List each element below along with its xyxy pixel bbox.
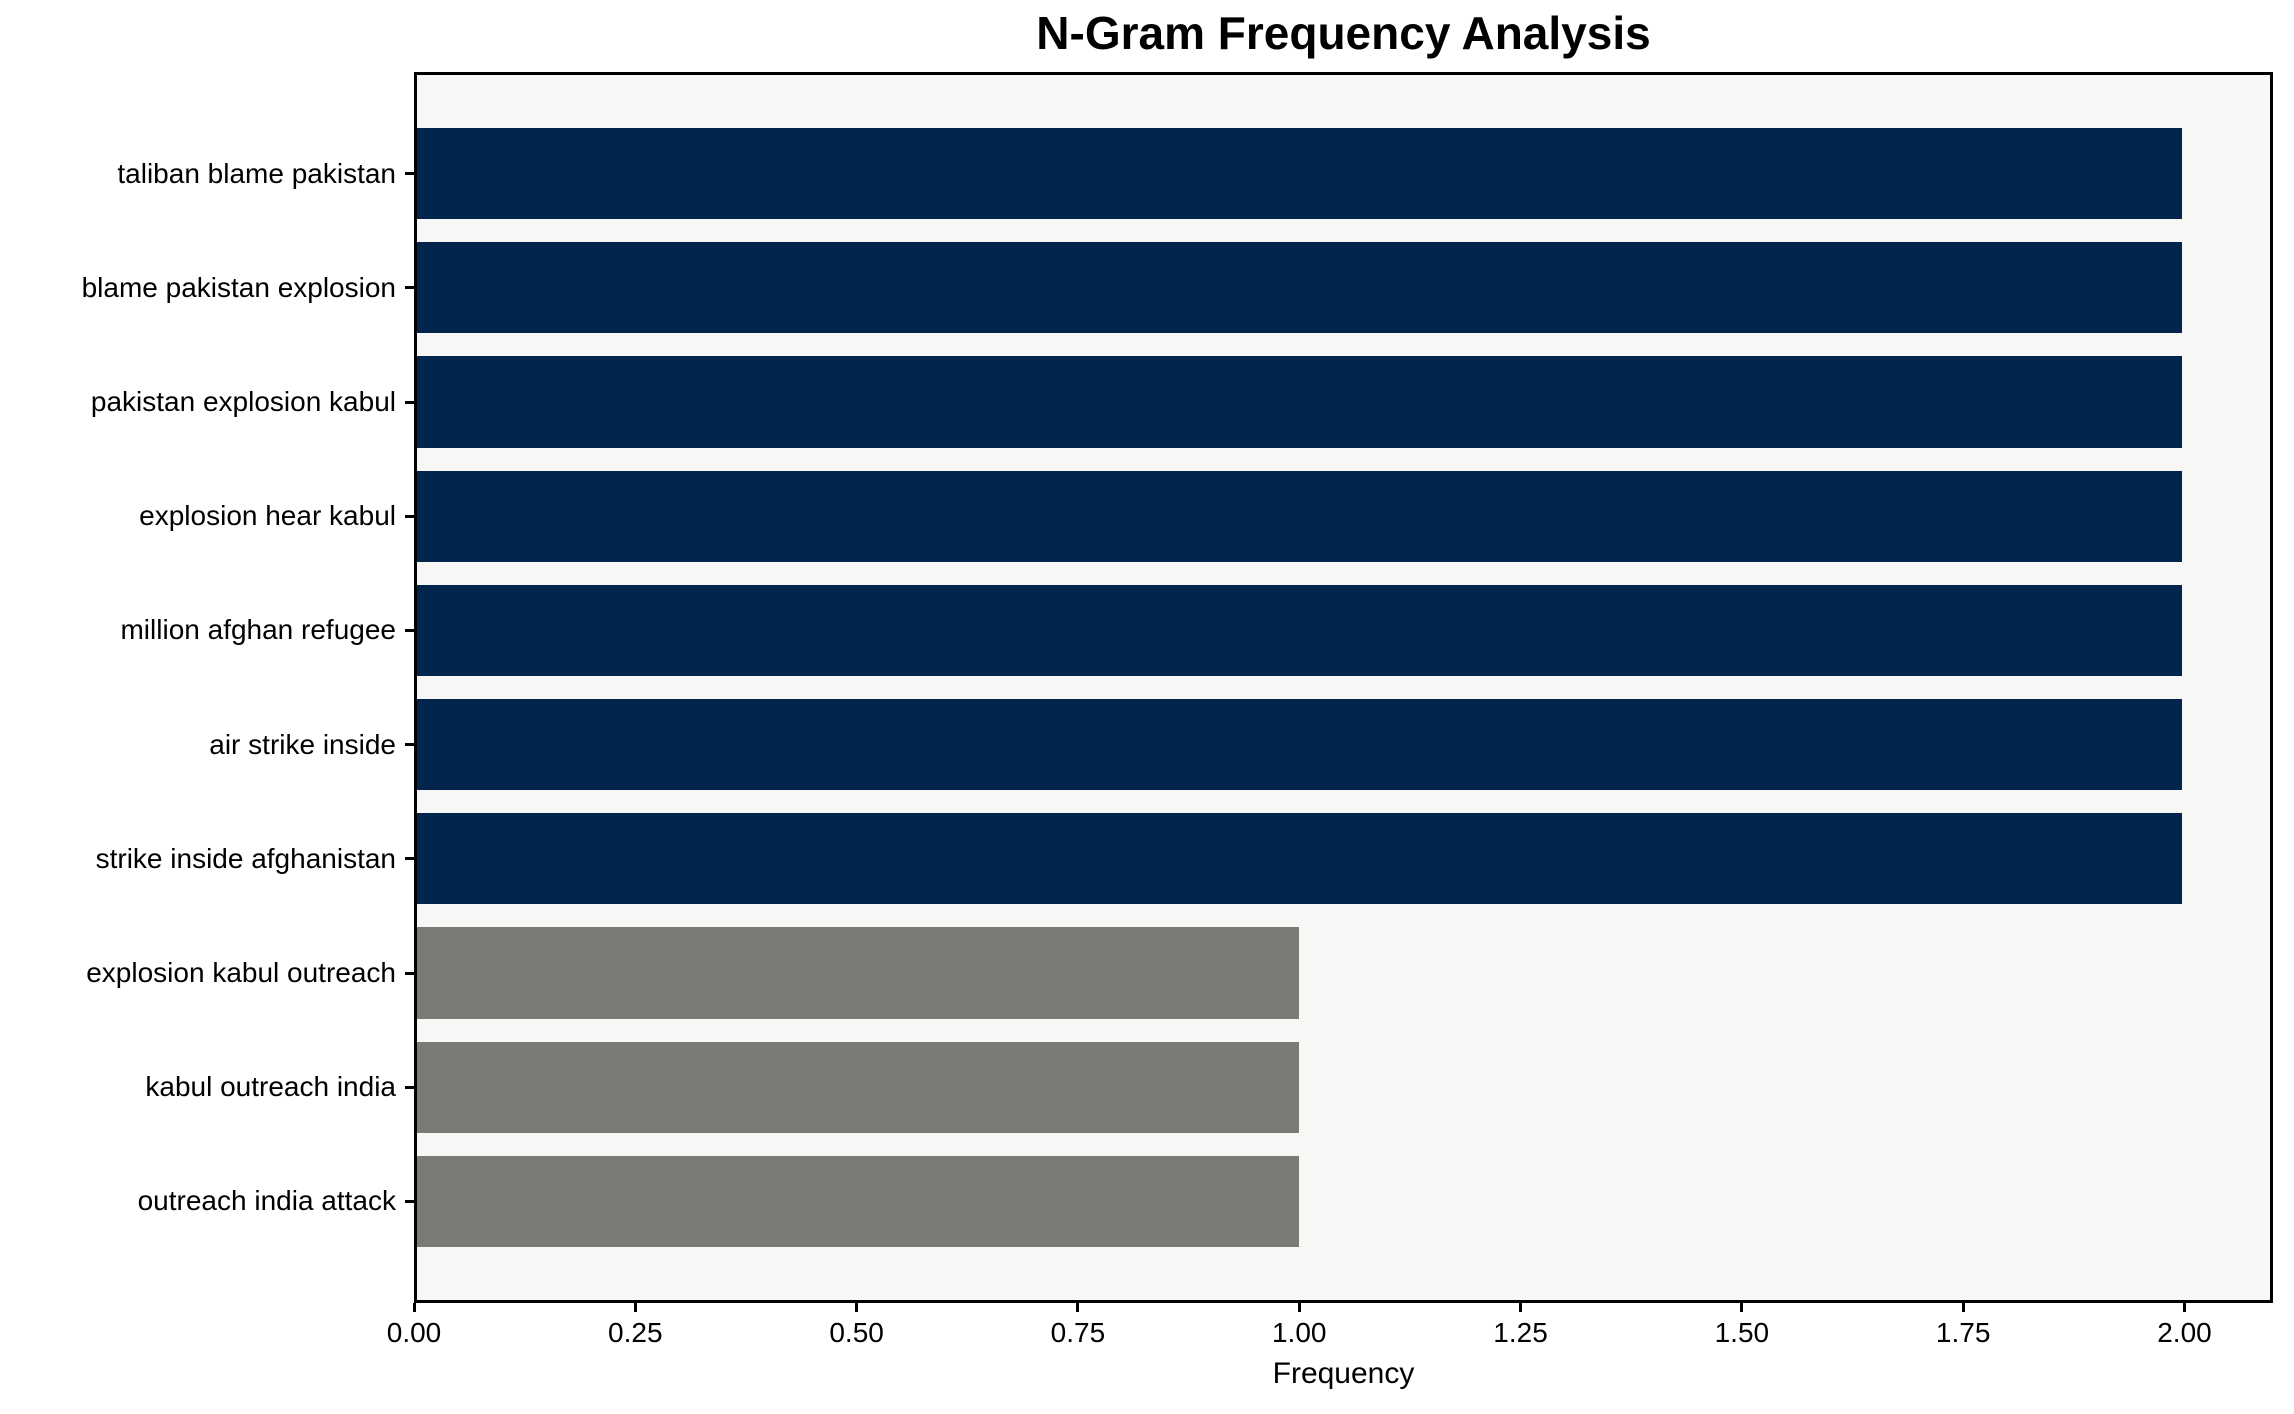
x-tick-mark (1076, 1303, 1080, 1312)
bar (417, 1155, 1300, 1248)
x-tick-label: 1.50 (1714, 1317, 1770, 1348)
x-tick-mark (1519, 1303, 1523, 1312)
bar (417, 242, 2182, 334)
plot-area (414, 72, 2273, 1303)
y-tick-mark (405, 1199, 414, 1203)
x-tick-label: 1.75 (1935, 1317, 1991, 1348)
y-tick-mark (405, 971, 414, 975)
x-tick-label: 2.00 (2157, 1317, 2212, 1348)
bar (417, 584, 2182, 677)
y-tick-label: million afghan refugee (120, 614, 396, 646)
y-tick-label: taliban blame pakistan (117, 157, 396, 189)
y-tick-mark (405, 400, 414, 404)
y-tick-label: blame pakistan explosion (81, 271, 396, 303)
bar (417, 470, 2182, 562)
y-tick-mark (405, 172, 414, 176)
y-tick-mark (405, 1085, 414, 1089)
bar (417, 698, 2182, 791)
x-tick-label: 1.25 (1493, 1317, 1548, 1348)
y-tick-label: strike inside afghanistan (95, 842, 396, 874)
bar (417, 813, 2182, 905)
y-tick-label: explosion kabul outreach (86, 957, 396, 988)
x-tick-mark (633, 1303, 637, 1312)
x-tick-mark (1297, 1303, 1301, 1312)
x-tick-mark (1740, 1303, 1744, 1312)
x-tick-label: 0.25 (608, 1317, 663, 1348)
x-tick-label: 0.75 (1050, 1317, 1106, 1348)
y-tick-label: outreach india attack (137, 1185, 396, 1217)
bar (417, 927, 1300, 1019)
x-tick-mark (1961, 1303, 1965, 1312)
x-axis-label: Frequency (1272, 1357, 1415, 1390)
bar (417, 127, 2182, 220)
bar (417, 356, 2182, 448)
y-tick-mark (405, 857, 414, 861)
bar (417, 1041, 1300, 1133)
y-tick-mark (405, 743, 414, 747)
y-tick-label: kabul outreach india (145, 1071, 396, 1103)
y-tick-label: air strike inside (209, 728, 396, 760)
x-tick-mark (855, 1303, 859, 1312)
chart-title: N-Gram Frequency Analysis (1036, 7, 1651, 59)
y-tick-label: explosion hear kabul (139, 500, 396, 532)
y-tick-label: pakistan explosion kabul (90, 386, 396, 417)
x-tick-label: 0.00 (386, 1317, 442, 1348)
x-tick-mark (412, 1303, 416, 1312)
y-tick-mark (405, 286, 414, 290)
x-tick-label: 0.50 (829, 1317, 884, 1348)
y-tick-mark (405, 514, 414, 518)
y-tick-mark (405, 628, 414, 632)
x-tick-mark (2182, 1303, 2186, 1312)
x-tick-label: 1.00 (1271, 1317, 1327, 1348)
